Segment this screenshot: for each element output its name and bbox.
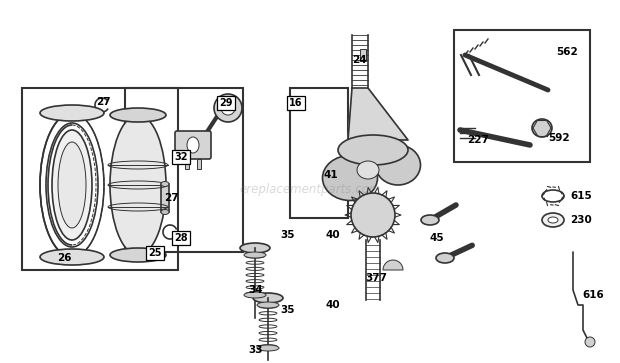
Bar xyxy=(197,159,201,169)
Ellipse shape xyxy=(110,108,166,122)
Ellipse shape xyxy=(110,115,166,255)
Text: ereplacementparts.com: ereplacementparts.com xyxy=(239,184,381,196)
Polygon shape xyxy=(348,88,408,140)
Ellipse shape xyxy=(532,119,552,137)
Ellipse shape xyxy=(421,215,439,225)
Text: 227: 227 xyxy=(467,135,489,145)
Ellipse shape xyxy=(322,155,378,200)
Ellipse shape xyxy=(110,248,166,262)
Ellipse shape xyxy=(161,209,169,215)
Text: 41: 41 xyxy=(323,170,338,180)
Text: 35: 35 xyxy=(280,305,294,315)
Circle shape xyxy=(351,193,395,237)
Bar xyxy=(185,159,189,169)
Ellipse shape xyxy=(376,145,420,185)
Text: 32: 32 xyxy=(174,152,188,162)
Ellipse shape xyxy=(58,142,86,228)
Ellipse shape xyxy=(244,292,266,298)
Bar xyxy=(22,88,178,270)
Text: 27: 27 xyxy=(96,97,110,107)
Circle shape xyxy=(214,94,242,122)
Ellipse shape xyxy=(357,161,379,179)
Bar xyxy=(290,88,348,218)
Text: 16: 16 xyxy=(290,98,303,108)
Ellipse shape xyxy=(161,182,169,187)
Ellipse shape xyxy=(40,105,104,121)
Text: 615: 615 xyxy=(570,191,591,201)
Text: 562: 562 xyxy=(556,47,578,57)
Text: 592: 592 xyxy=(548,133,570,143)
Text: 45: 45 xyxy=(430,233,445,243)
Text: 25: 25 xyxy=(148,248,162,258)
Text: 24: 24 xyxy=(352,55,366,65)
Ellipse shape xyxy=(253,293,283,303)
FancyBboxPatch shape xyxy=(175,131,211,159)
Bar xyxy=(454,30,590,162)
Ellipse shape xyxy=(542,213,564,227)
Ellipse shape xyxy=(52,130,92,240)
Ellipse shape xyxy=(240,243,270,253)
Circle shape xyxy=(585,337,595,347)
Text: 40: 40 xyxy=(325,230,340,240)
Bar xyxy=(360,49,366,61)
Text: 27: 27 xyxy=(164,193,179,203)
Ellipse shape xyxy=(257,345,279,351)
Text: 26: 26 xyxy=(57,253,71,263)
Ellipse shape xyxy=(548,217,558,223)
Wedge shape xyxy=(383,260,403,270)
Text: 35: 35 xyxy=(280,230,294,240)
Ellipse shape xyxy=(436,253,454,263)
Text: 34: 34 xyxy=(248,285,263,295)
Bar xyxy=(125,88,243,252)
Ellipse shape xyxy=(244,252,266,258)
Ellipse shape xyxy=(187,137,199,153)
Text: 29: 29 xyxy=(219,98,232,108)
Text: 28: 28 xyxy=(174,233,188,243)
Text: 33: 33 xyxy=(248,345,262,355)
Ellipse shape xyxy=(257,302,279,308)
Text: 377: 377 xyxy=(365,273,387,283)
Text: 230: 230 xyxy=(570,215,591,225)
Ellipse shape xyxy=(40,249,104,265)
Bar xyxy=(161,184,169,212)
Ellipse shape xyxy=(338,135,408,165)
Text: 616: 616 xyxy=(582,290,604,300)
Text: 40: 40 xyxy=(325,300,340,310)
Circle shape xyxy=(221,101,235,115)
